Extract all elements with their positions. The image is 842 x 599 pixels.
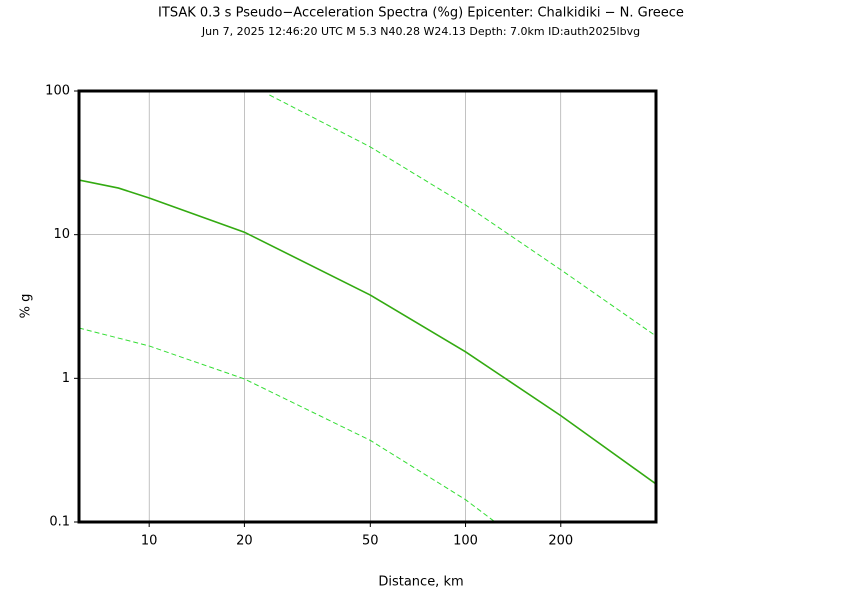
y-tick-label: 0.1 — [49, 515, 70, 530]
data-line — [79, 327, 496, 522]
data-line — [269, 94, 656, 337]
x-tick-label: 50 — [362, 534, 379, 549]
chart-subtitle: Jun 7, 2025 12:46:20 UTC M 5.3 N40.28 W2… — [201, 25, 640, 38]
x-tick-label: 100 — [453, 534, 478, 549]
y-axis-label: % g — [19, 294, 34, 319]
plot-frame — [77, 89, 658, 524]
chart-title: ITSAK 0.3 s Pseudo−Acceleration Spectra … — [158, 6, 684, 21]
data-line — [79, 179, 656, 485]
x-tick-label: 10 — [141, 534, 158, 549]
x-tick-label: 200 — [548, 534, 573, 549]
y-tick-label: 1 — [62, 371, 70, 386]
y-tick-label: 10 — [53, 227, 70, 242]
plot-area — [79, 94, 656, 522]
x-tick-label: 20 — [236, 534, 253, 549]
y-tick-label: 100 — [45, 84, 70, 99]
x-axis-label: Distance, km — [378, 575, 463, 590]
